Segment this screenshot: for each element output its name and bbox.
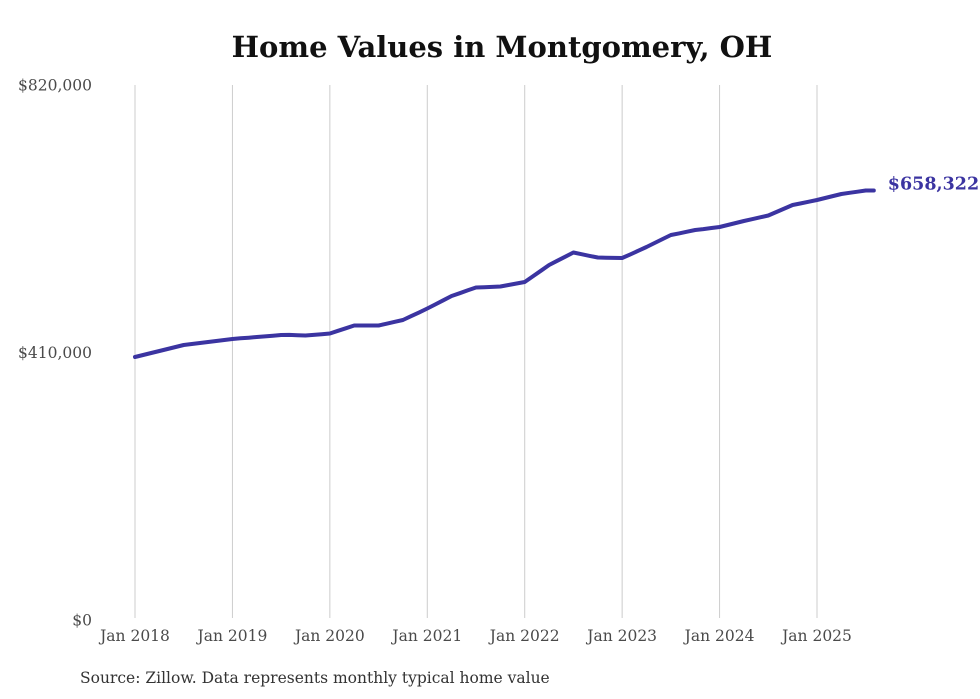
y-tick-label: $410,000	[18, 344, 92, 362]
source-note: Source: Zillow. Data represents monthly …	[80, 669, 550, 687]
x-axis-labels-group: Jan 2018 Jan 2019 Jan 2020 Jan 2021 Jan 2022…	[98, 627, 852, 645]
home-value-line	[133, 188, 876, 359]
y-tick-label: $820,000	[18, 77, 92, 95]
y-axis-labels-group: $820,000 $410,000 $0	[18, 77, 92, 630]
x-tick-label: Jan 2024	[683, 627, 755, 645]
x-tick-label: Jan 2019	[196, 627, 268, 645]
chart-title: Home Values in Montgomery, OH	[232, 30, 773, 64]
x-tick-label: Jan 2021	[390, 627, 462, 645]
x-tick-label: Jan 2023	[585, 627, 657, 645]
x-tick-label: Jan 2020	[293, 627, 365, 645]
x-tick-label: Jan 2022	[488, 627, 560, 645]
x-tick-label: Jan 2018	[98, 627, 170, 645]
y-tick-label: $0	[72, 612, 92, 630]
x-gridlines-group	[134, 85, 818, 618]
end-value-label: $658,322	[888, 175, 979, 195]
x-tick-label: Jan 2025	[780, 627, 852, 645]
